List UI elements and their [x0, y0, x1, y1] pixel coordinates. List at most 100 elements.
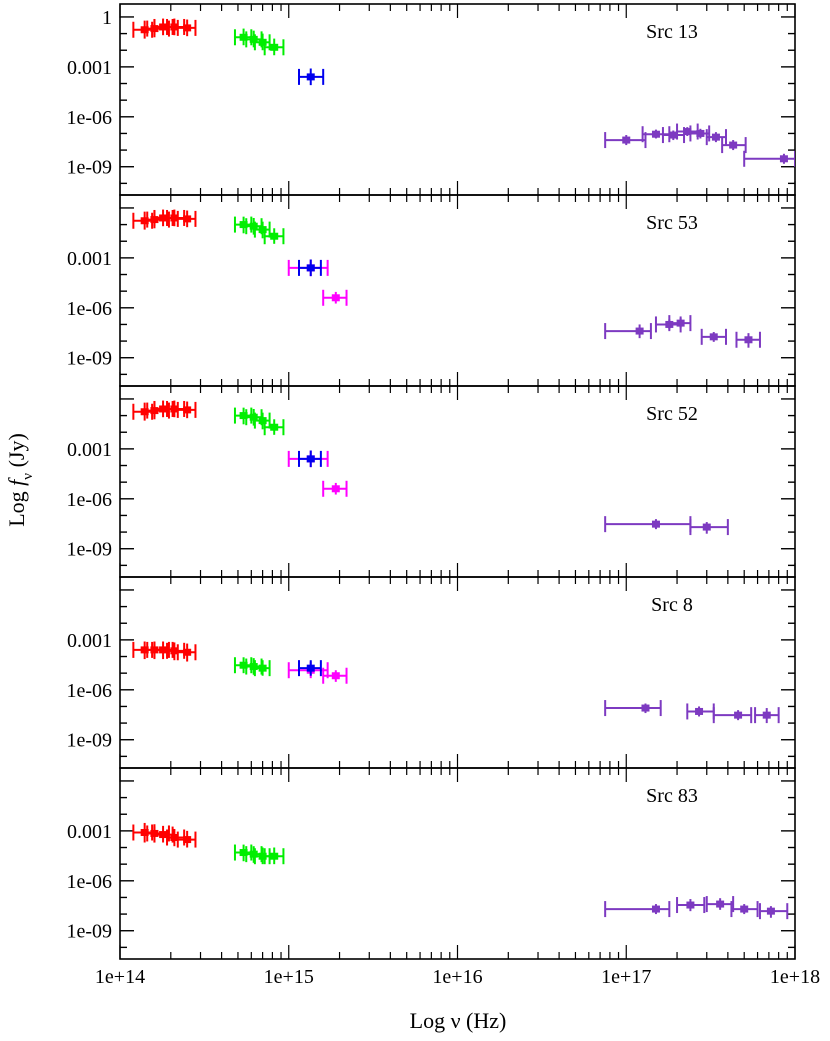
data-marker [740, 905, 749, 913]
data-point [730, 901, 759, 918]
data-point [735, 331, 761, 348]
panel-1: 1 0.001 1e-06 1e-09 Src 13 [66, 3, 796, 196]
panel-frame [119, 576, 796, 769]
panel-data [132, 209, 761, 348]
data-marker [744, 336, 753, 344]
series-uv [297, 259, 322, 277]
series-optical [233, 216, 285, 245]
data-point [233, 407, 253, 425]
y-tick-label: 0.001 [67, 630, 112, 652]
data-marker [239, 412, 248, 420]
panel-data [132, 641, 780, 724]
series-optical [233, 28, 285, 56]
data-marker [239, 849, 248, 857]
x-tick-label: 1e+16 [432, 966, 482, 988]
data-marker [306, 73, 315, 81]
data-marker [683, 128, 692, 136]
panels-layer: 1 0.001 1e-06 1e-09 Src 13 0.001 1e-06 1e-09 Src… [66, 3, 796, 960]
data-marker [249, 413, 258, 421]
y-tick-label: 1e-09 [66, 921, 112, 943]
data-marker [170, 647, 179, 655]
panel-data [132, 18, 795, 167]
data-marker [258, 664, 267, 672]
data-marker [159, 214, 168, 222]
data-point [176, 210, 197, 228]
data-point [705, 896, 735, 913]
data-point [676, 123, 699, 140]
series-xray [604, 516, 729, 536]
data-point [233, 28, 253, 46]
data-point [233, 657, 253, 674]
x-tick-label: 1e+18 [770, 966, 820, 988]
y-axis-title-sub: ν [20, 473, 36, 480]
y-axis-title-symbol: f [4, 477, 29, 486]
data-point [758, 903, 789, 920]
data-point [176, 19, 197, 37]
data-marker [651, 905, 660, 913]
data-marker [306, 264, 315, 272]
data-marker [239, 221, 248, 229]
data-marker [729, 141, 738, 149]
panel-data [132, 822, 789, 920]
series-optical [233, 844, 285, 865]
data-point [297, 450, 322, 468]
data-marker [249, 35, 258, 43]
data-marker [159, 405, 168, 413]
data-marker [258, 38, 267, 46]
data-marker [686, 901, 695, 909]
data-marker [622, 136, 631, 144]
series-xray [604, 896, 789, 920]
series-optical [233, 657, 271, 677]
data-marker [709, 333, 718, 341]
data-point [676, 897, 706, 914]
data-marker [766, 907, 775, 915]
y-tick-label: 0.001 [67, 57, 112, 79]
x-tick-label: 1e+15 [264, 966, 314, 988]
y-axis-title-suffix: (Jy) [4, 433, 29, 473]
data-point [668, 315, 692, 332]
panel-2: 0.001 1e-06 1e-09 Src 53 [66, 194, 796, 387]
series-uv2 [287, 450, 348, 497]
panel-title: Src 53 [646, 212, 698, 234]
data-marker [676, 319, 685, 327]
y-tick-label: 0.001 [67, 439, 112, 461]
data-marker [159, 831, 168, 839]
data-point [153, 209, 174, 227]
data-point [604, 132, 647, 149]
series-uv [297, 660, 322, 677]
data-marker [258, 417, 267, 425]
data-marker [170, 23, 179, 31]
data-marker [641, 704, 650, 712]
series-ir [132, 400, 197, 421]
y-axis-title-prefix: Log [4, 486, 29, 527]
data-point [721, 137, 747, 154]
data-point [322, 480, 348, 497]
data-marker [239, 33, 248, 41]
data-point [176, 401, 197, 419]
data-marker [331, 485, 340, 493]
data-marker [651, 130, 660, 138]
y-tick-label: 1e-06 [66, 871, 112, 893]
data-marker [249, 663, 258, 671]
y-tick-label: 1e-09 [66, 730, 112, 752]
data-marker [183, 24, 192, 32]
data-marker [734, 711, 743, 719]
series-xray [604, 700, 780, 724]
data-marker [249, 222, 258, 230]
data-marker [170, 214, 179, 222]
data-point [176, 643, 197, 662]
series-ir [132, 209, 197, 230]
data-marker [140, 646, 149, 654]
data-marker [183, 836, 192, 844]
data-marker [331, 672, 340, 680]
y-axis-title: Log fν (Jy) [4, 433, 36, 527]
data-point [263, 847, 285, 865]
data-marker [695, 707, 704, 715]
data-marker [306, 455, 315, 463]
data-point [689, 125, 711, 142]
data-point [176, 830, 197, 848]
data-point [233, 844, 253, 862]
y-tick-label: 1e-06 [66, 680, 112, 702]
data-marker [306, 664, 315, 672]
